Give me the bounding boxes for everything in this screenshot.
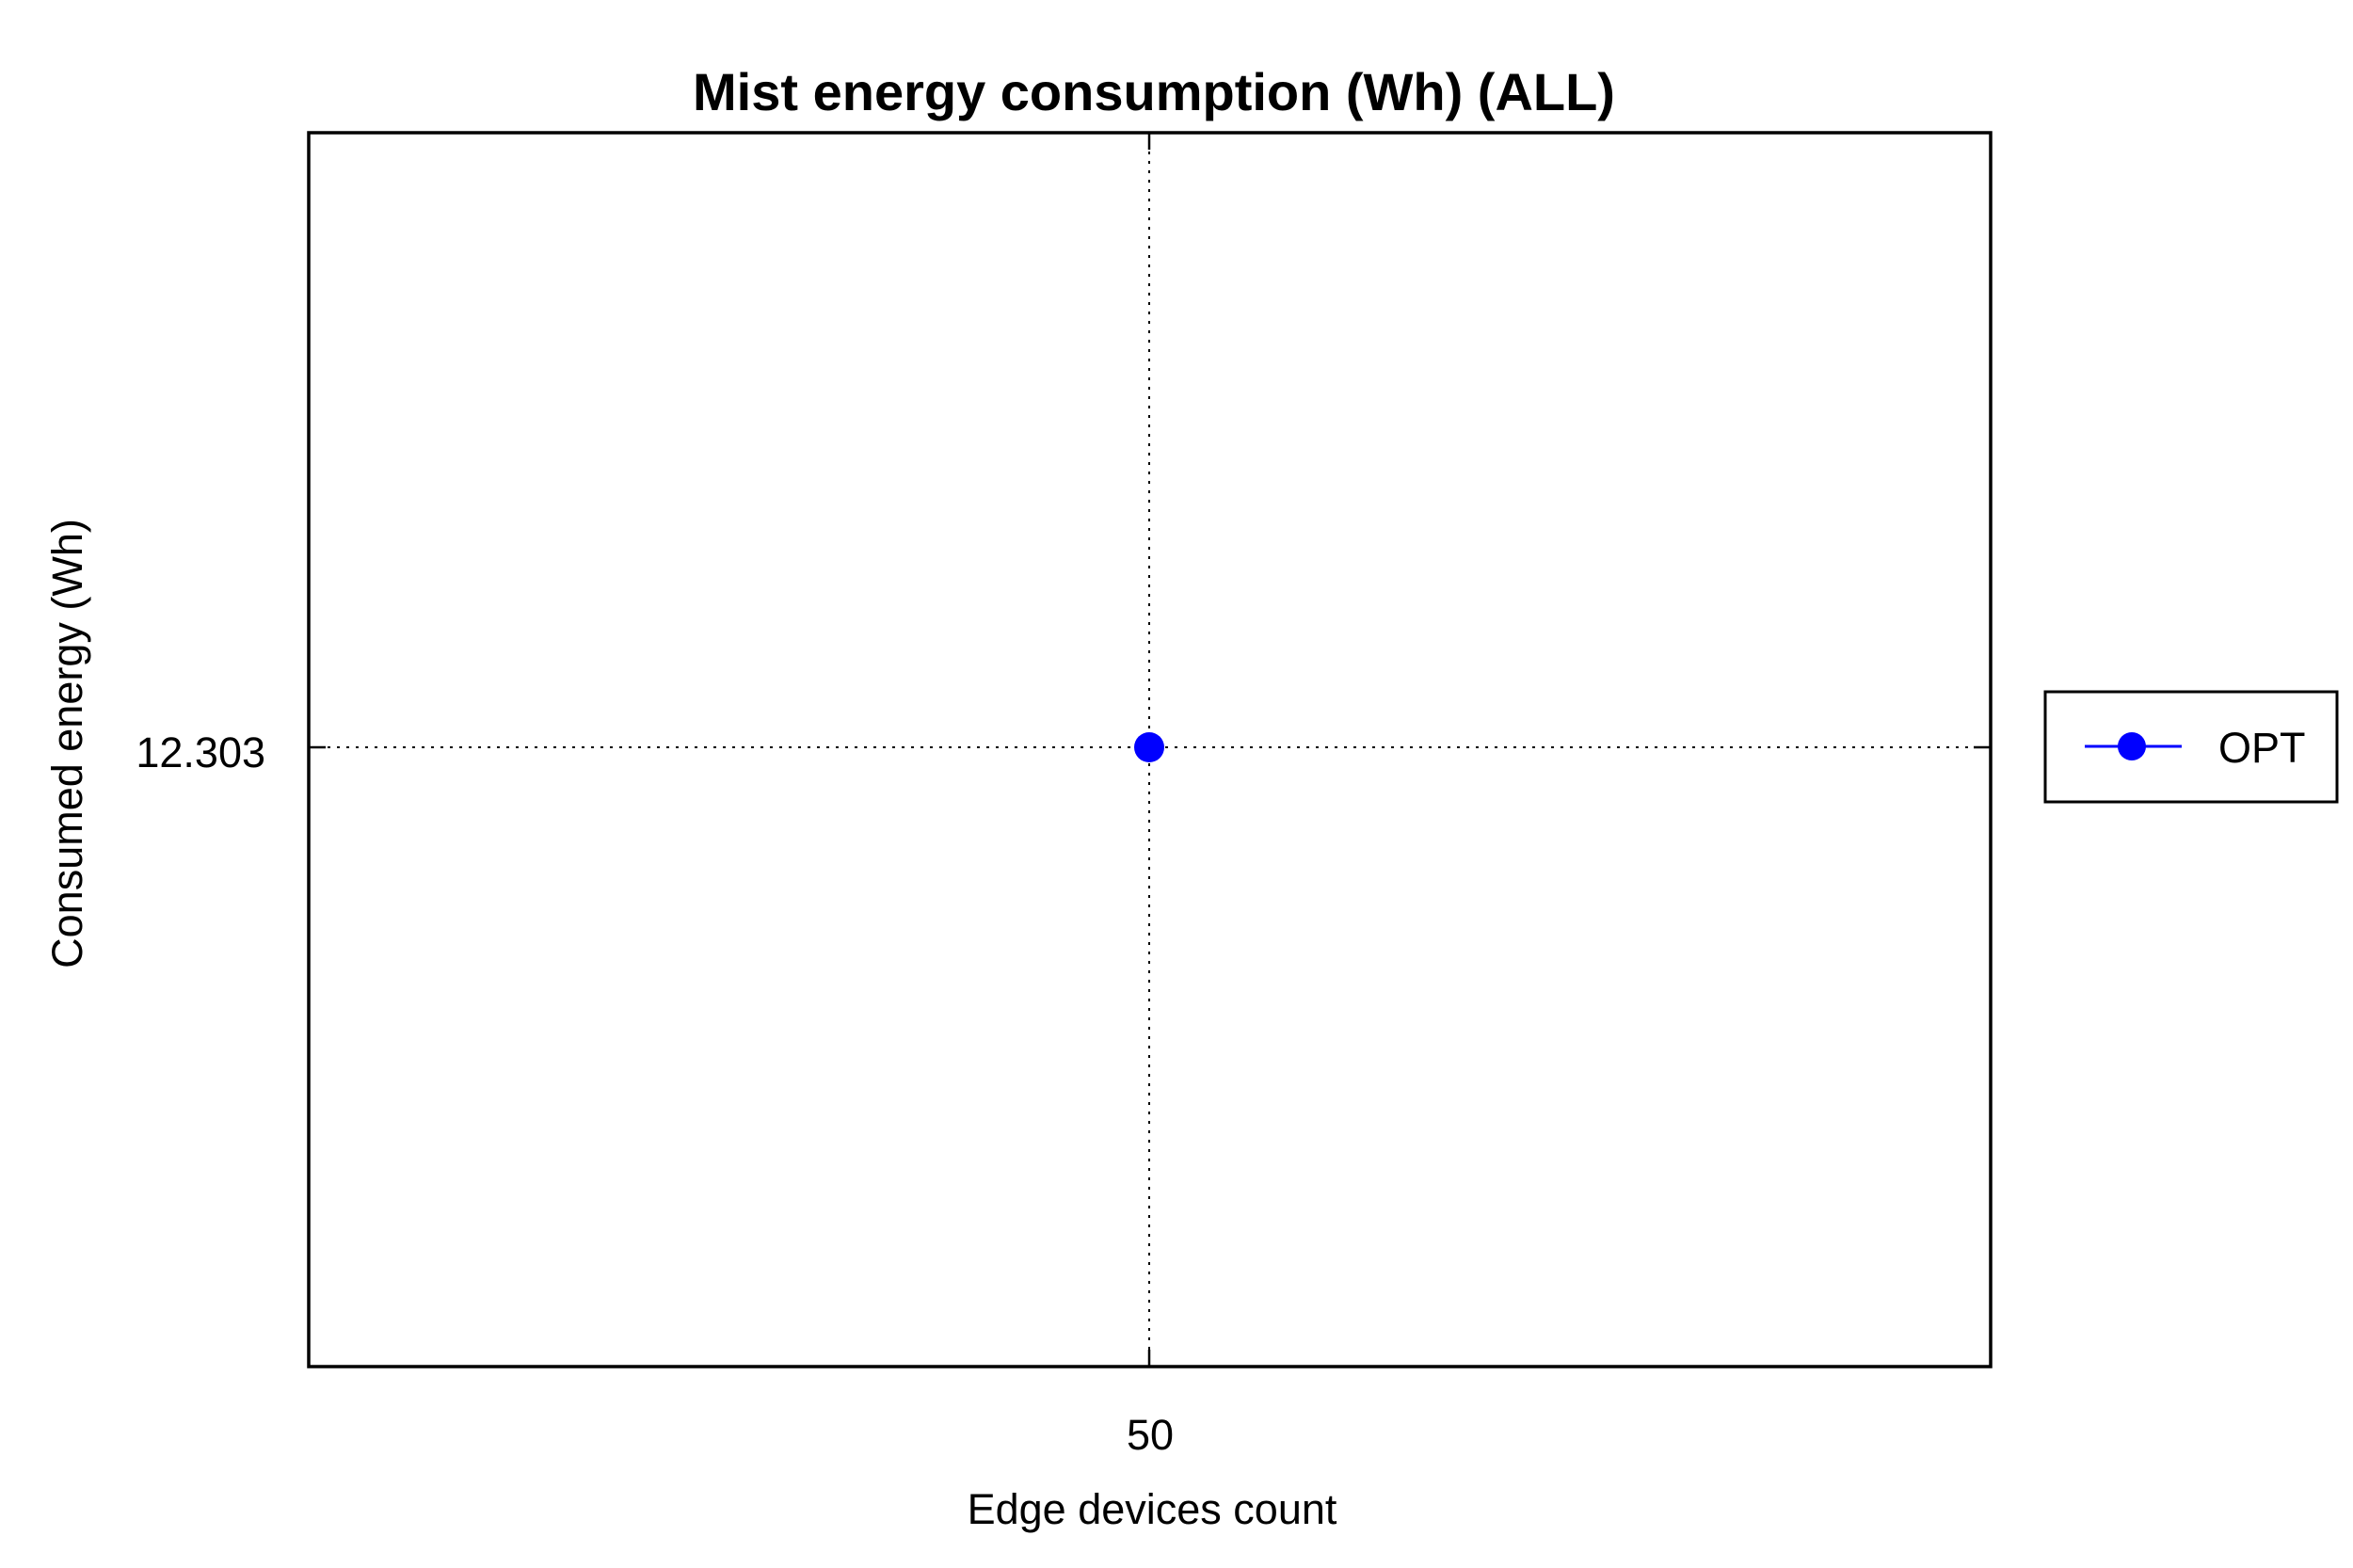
- plot-area-frame: [307, 131, 1993, 1368]
- y-axis-label: Consumed energy (Wh): [43, 519, 91, 968]
- legend: OPT: [2043, 690, 2339, 804]
- series-layer: [1134, 732, 1164, 762]
- chart-title: Mist energy consumption (Wh) (ALL): [693, 62, 1615, 121]
- x-axis-label: Edge devices count: [968, 1485, 1337, 1533]
- x-tick-label: 50: [1127, 1411, 1174, 1459]
- y-tick-label: 12.303: [136, 728, 265, 776]
- data-point: [1134, 732, 1164, 762]
- legend-series-marker: [2118, 732, 2146, 760]
- legend-series-label: OPT: [2218, 724, 2306, 772]
